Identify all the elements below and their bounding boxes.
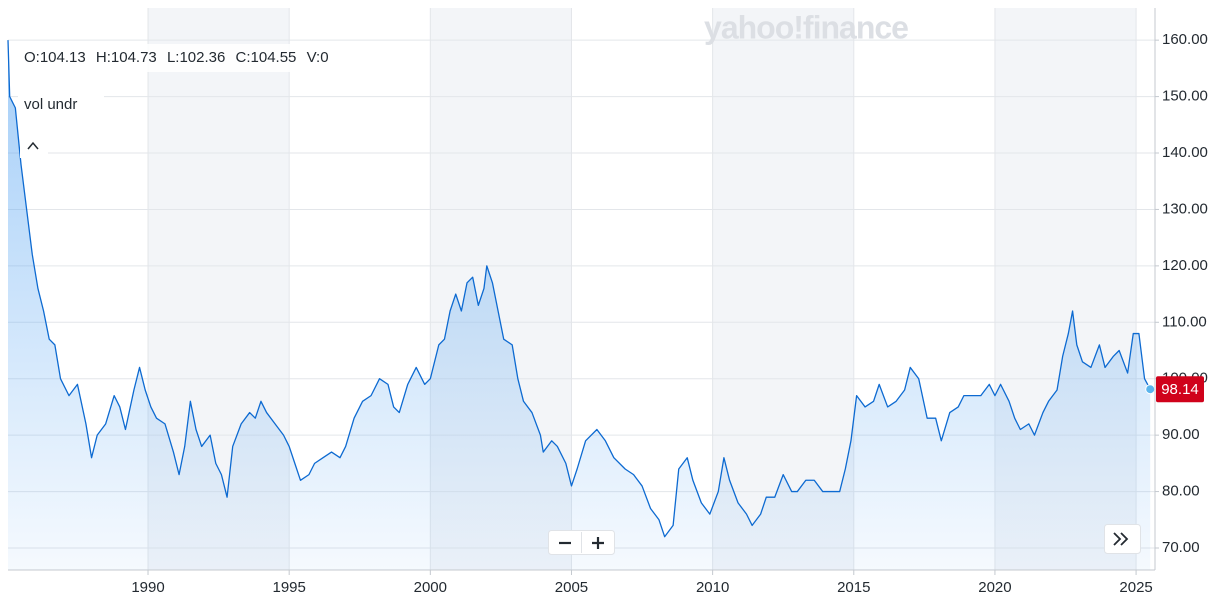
x-tick-label: 2010 (696, 579, 729, 596)
y-tick-label: 140.00 (1162, 144, 1208, 161)
line (7, 40, 1151, 538)
ohlc-close: C:104.55 (236, 49, 297, 66)
y-tick-label: 70.00 (1162, 539, 1200, 556)
last-point (1145, 384, 1156, 395)
x-tick-label: 2020 (978, 579, 1011, 596)
x-tick-label: 1995 (272, 579, 305, 596)
watermark: yahoo!finance (704, 9, 908, 45)
y-tick-label: 160.00 (1162, 31, 1208, 48)
ohlc-low: L:102.36 (167, 49, 225, 66)
y-tick-label: 80.00 (1162, 483, 1200, 500)
y-tick-label: 120.00 (1162, 257, 1208, 274)
zoom-in-icon (592, 537, 604, 549)
area (8, 40, 1151, 571)
ohlc-volume: V:0 (307, 49, 329, 66)
y-tick-label: 130.00 (1162, 200, 1208, 217)
x-tick-label: 2000 (414, 579, 447, 596)
ohlc-high: H:104.73 (96, 49, 157, 66)
x-tick-label: 1990 (131, 579, 164, 596)
y-tick-label: 110.00 (1162, 313, 1207, 330)
x-tick-label: 2005 (555, 579, 588, 596)
x-tick-label: 2015 (837, 579, 870, 596)
scroll-right-button[interactable] (1104, 524, 1141, 554)
x-tick-label: 2025 (1119, 579, 1152, 596)
y-tick-label: 150.00 (1162, 88, 1208, 105)
collapse-icon (27, 141, 39, 150)
indicator-label[interactable]: vol undr (24, 96, 77, 113)
last-price-badge (1156, 376, 1204, 403)
indicator-bg (18, 90, 104, 118)
ohlc-bg (18, 44, 374, 72)
ohlc: O:104.13 H:104.73 L:102.36 C:104.55 V:0 (24, 49, 329, 66)
y-tick-label: 90.00 (1162, 426, 1200, 443)
last-price-label: 98.14 (1161, 381, 1199, 398)
scroll-right-icon (1113, 532, 1129, 546)
ohlc-open: O:104.13 (24, 49, 86, 66)
